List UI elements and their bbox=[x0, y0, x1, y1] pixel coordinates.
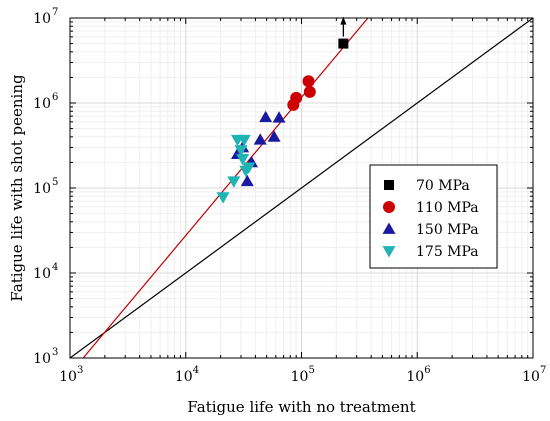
data-point bbox=[216, 192, 230, 204]
data-point bbox=[259, 110, 273, 123]
tick-labels: 10 3 10 4 10 5 10 6 10 710 310 410 510 610 7 bbox=[33, 7, 546, 385]
x-tick-exponent: 6 bbox=[424, 365, 430, 376]
x-tick-exponent: 4 bbox=[193, 365, 199, 376]
y-tick-label: 10 bbox=[33, 351, 51, 367]
data-point bbox=[242, 162, 256, 174]
y-tick-label: 10 bbox=[33, 96, 51, 112]
x-tick-label: 10 bbox=[59, 369, 77, 385]
legend-marker bbox=[382, 222, 396, 234]
legend-marker bbox=[382, 246, 396, 258]
data-point bbox=[338, 38, 349, 49]
legend-label: 110 MPa bbox=[416, 200, 479, 216]
data-point bbox=[234, 145, 248, 157]
data-point bbox=[272, 111, 286, 123]
data-point bbox=[302, 75, 315, 88]
data-point bbox=[227, 176, 241, 188]
y-tick-exponent: 7 bbox=[52, 7, 58, 18]
y-tick-exponent: 5 bbox=[52, 177, 58, 188]
data-point bbox=[240, 174, 254, 187]
x-tick-exponent: 5 bbox=[309, 365, 315, 376]
y-tick-exponent: 4 bbox=[52, 262, 58, 273]
data-point bbox=[267, 130, 281, 142]
x-tick-label: 10 bbox=[522, 369, 540, 385]
x-tick-exponent: 7 bbox=[540, 365, 546, 376]
axis-ticks bbox=[69, 17, 534, 359]
equality-line bbox=[70, 18, 533, 358]
x-tick-label: 10 bbox=[175, 369, 193, 385]
y-tick-label: 10 bbox=[33, 11, 51, 27]
x-tick-label: 10 bbox=[406, 369, 424, 385]
legend: 70 MPa 110 MPa 150 MPa 175 MPa bbox=[369, 164, 498, 269]
data-point bbox=[236, 154, 250, 166]
data-point bbox=[290, 91, 303, 104]
y-tick-label: 10 bbox=[33, 266, 51, 282]
y-tick-exponent: 6 bbox=[52, 92, 58, 103]
runout-arrow-head bbox=[340, 16, 347, 25]
data-point bbox=[303, 85, 316, 98]
x-tick-exponent: 3 bbox=[77, 365, 83, 376]
x-axis-label: Fatigue life with no treatment bbox=[187, 398, 415, 416]
legend-label: 175 MPa bbox=[416, 244, 479, 260]
y-axis-label: Fatigue life with shot peening bbox=[8, 74, 26, 302]
legend-marker bbox=[383, 201, 395, 213]
x-tick-label: 10 bbox=[291, 369, 309, 385]
y-tick-exponent: 3 bbox=[52, 347, 58, 358]
data-point bbox=[253, 133, 267, 145]
reference-lines bbox=[70, 18, 533, 358]
data-point bbox=[237, 134, 251, 147]
legend-label: 150 MPa bbox=[416, 222, 479, 238]
fit-line bbox=[82, 18, 369, 358]
legend-marker bbox=[384, 180, 394, 190]
legend-label: 70 MPa bbox=[416, 178, 470, 194]
data-markers bbox=[216, 16, 349, 204]
y-tick-label: 10 bbox=[33, 181, 51, 197]
